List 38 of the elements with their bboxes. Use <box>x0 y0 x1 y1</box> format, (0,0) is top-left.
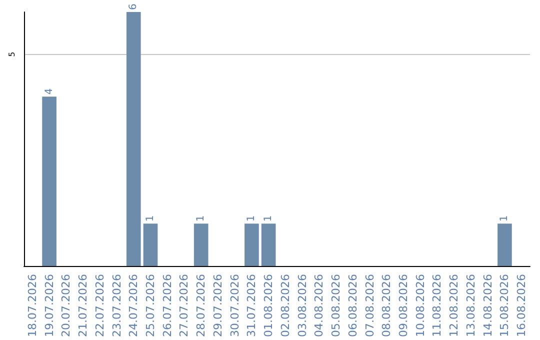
x-tick-label: 20.07.2026 <box>60 274 73 338</box>
x-tick-label: 25.07.2026 <box>144 274 157 338</box>
data-label: 1 <box>196 215 207 222</box>
x-tick-label: 02.08.2026 <box>278 274 292 338</box>
x-tick-label: 22.07.2026 <box>93 274 106 338</box>
x-tick-label: 16.08.2026 <box>515 274 528 338</box>
data-label: 1 <box>499 215 510 222</box>
x-tick-label: 18.07.2026 <box>26 274 39 338</box>
x-tick-label: 10.08.2026 <box>414 274 427 338</box>
data-label: 1 <box>246 215 258 222</box>
x-tick-label: 07.08.2026 <box>363 274 376 338</box>
x-tick-label: 29.07.2026 <box>211 274 224 338</box>
x-tick-label: 08.08.2026 <box>380 274 394 338</box>
x-tick-label: 12.08.2026 <box>448 274 461 338</box>
x-tick-label: 23.07.2026 <box>110 274 124 338</box>
x-tick-label: 03.08.2026 <box>296 274 309 338</box>
x-tick-label: 11.08.2026 <box>430 274 444 338</box>
x-tick-label: 06.08.2026 <box>346 274 360 338</box>
x-tick-label: 14.08.2026 <box>481 274 494 338</box>
x-tick-label: 21.07.2026 <box>76 274 90 338</box>
x-tick-label: 30.07.2026 <box>228 274 242 338</box>
x-tick-label: 28.07.2026 <box>194 274 208 338</box>
x-tick-label: 19.07.2026 <box>42 274 56 338</box>
x-tick-label: 09.08.2026 <box>397 274 410 338</box>
x-tick-label: 01.08.2026 <box>262 274 276 338</box>
y-tick-label: 5 <box>8 52 16 57</box>
x-tick-label: 24.07.2026 <box>127 274 140 338</box>
data-label: 1 <box>145 215 156 222</box>
data-label: 1 <box>263 215 274 222</box>
x-tick-label: 27.07.2026 <box>178 274 191 338</box>
x-tick-label: 13.08.2026 <box>464 274 478 338</box>
x-tick-label: 31.07.2026 <box>245 274 258 338</box>
x-tick-label: 04.08.2026 <box>312 274 326 338</box>
data-label: 4 <box>44 88 55 95</box>
data-label: 6 <box>128 4 140 10</box>
x-tick-label: 15.08.2026 <box>498 274 512 338</box>
x-tick-label: 05.08.2026 <box>330 274 343 338</box>
x-tick-label: 26.07.2026 <box>160 274 174 338</box>
